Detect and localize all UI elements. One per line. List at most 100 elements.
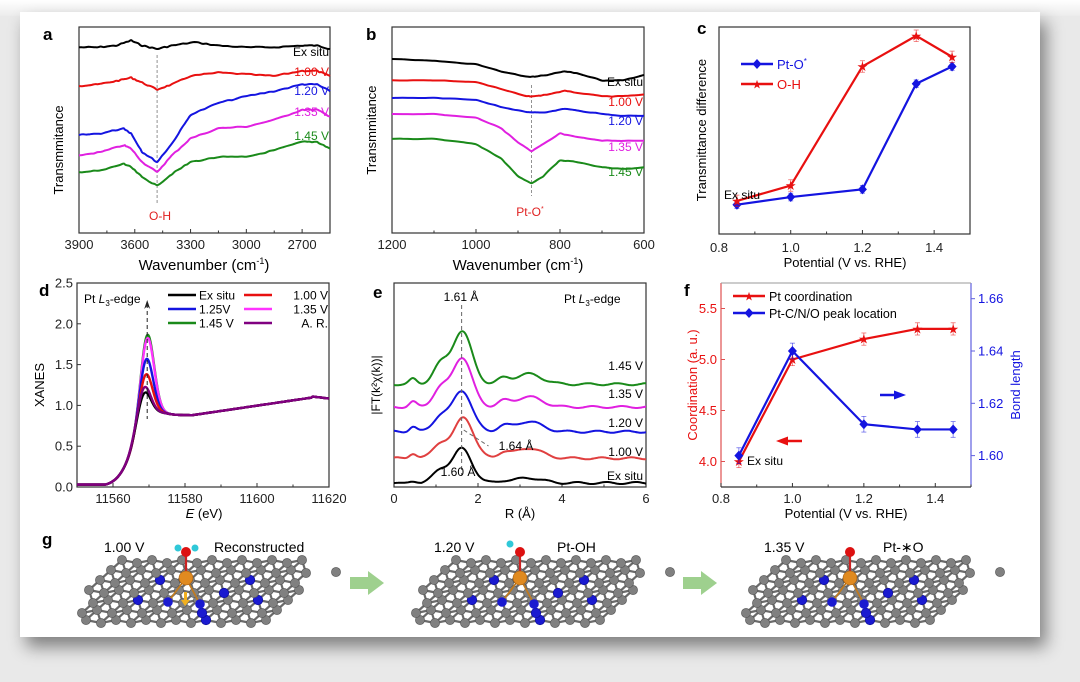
carbon-atom bbox=[811, 555, 821, 565]
series-line-ex-situ bbox=[393, 446, 647, 485]
panel-g-models: 1.00 V Reconstructed 1.20 V Pt-OH 1.35 V… bbox=[77, 539, 1005, 628]
peak-shift-guide bbox=[463, 429, 489, 447]
carbon-atom bbox=[211, 568, 221, 578]
x-tick-label: 1.2 bbox=[855, 491, 873, 506]
carbon-atom bbox=[812, 598, 822, 608]
data-point bbox=[859, 419, 869, 430]
legend: ★ Pt coordination Pt-C/N/O peak location bbox=[733, 290, 897, 321]
carbon-atom bbox=[842, 598, 852, 608]
carbon-atom bbox=[208, 598, 218, 608]
left-y-axis-label: Coordination (a. u.) bbox=[685, 329, 700, 440]
data-point: ★ bbox=[785, 178, 797, 193]
carbon-atom bbox=[512, 598, 522, 608]
carbon-atom bbox=[301, 568, 311, 578]
data-point bbox=[786, 192, 796, 203]
series-line-1.00-v bbox=[391, 79, 645, 98]
carbon-atom bbox=[961, 555, 971, 565]
series-label-1.45v: 1.45 V bbox=[294, 129, 329, 143]
carbon-atom bbox=[297, 555, 307, 565]
carbon-atom bbox=[411, 608, 421, 618]
nitrogen-atom bbox=[529, 599, 539, 609]
data-point bbox=[911, 78, 921, 89]
carbon-atom bbox=[759, 575, 769, 585]
series-line-1-45-v bbox=[76, 333, 330, 486]
transition-arrow-icon bbox=[350, 571, 384, 595]
carbon-atom bbox=[542, 598, 552, 608]
carbon-atom bbox=[162, 558, 172, 568]
x-tick-label: 1.2 bbox=[853, 240, 871, 255]
data-point: ★ bbox=[731, 193, 743, 208]
carbon-atom bbox=[534, 578, 544, 588]
carbon-atom bbox=[96, 618, 106, 628]
carbon-atom bbox=[946, 558, 956, 568]
carbon-atom bbox=[631, 555, 641, 565]
carbon-atom bbox=[107, 608, 117, 618]
x-axis-label: Wavenumber (cm-1) bbox=[139, 256, 270, 274]
y-tick-label: 2.5 bbox=[55, 276, 73, 291]
x-axis-label: Wavenumber (cm-1) bbox=[453, 256, 584, 274]
y-tick-label: 1.5 bbox=[55, 357, 73, 372]
carbon-atom bbox=[850, 618, 860, 628]
carbon-atom bbox=[616, 558, 626, 568]
carbon-atom bbox=[230, 578, 240, 588]
series-line-1.20-v bbox=[391, 96, 645, 117]
x-tick-label: 3900 bbox=[65, 237, 94, 252]
oxygen-atom bbox=[845, 547, 855, 557]
data-point: ★ bbox=[947, 321, 959, 336]
legend-label-coordination: Pt coordination bbox=[769, 290, 852, 304]
x-tick-label: 0.8 bbox=[712, 491, 730, 506]
carbon-atom bbox=[781, 555, 791, 565]
legend: Pt-O* ★ O-H bbox=[741, 57, 807, 92]
x-tick-label: 11560 bbox=[95, 491, 130, 506]
carbon-atom bbox=[760, 618, 770, 628]
carbon-atom bbox=[635, 568, 645, 578]
y-axis-label: XANES bbox=[32, 363, 47, 407]
panel-d-chart: 11560 11580 11600 11620 0.0 0.5 1.0 1.5 2.0 2.5 X… bbox=[32, 276, 347, 522]
legend-label: 1.35 V bbox=[293, 303, 328, 317]
carbon-atom bbox=[932, 598, 942, 608]
data-point: ★ bbox=[912, 321, 924, 336]
legend: Ex situ 1.00 V 1.25V 1.35 V 1.45 V A. R. bbox=[168, 289, 328, 331]
carbon-atom bbox=[88, 598, 98, 608]
carbon-atom bbox=[826, 558, 836, 568]
carbon-atom bbox=[147, 555, 157, 565]
carbon-atom bbox=[496, 558, 506, 568]
x-tick-label: 1.0 bbox=[783, 491, 801, 506]
series-label-ex-situ: Ex situ bbox=[607, 75, 643, 89]
legend-label: 1.45 V bbox=[199, 317, 234, 331]
series-label-ex-situ: Ex situ bbox=[607, 469, 643, 483]
carbon-atom bbox=[913, 588, 923, 598]
right-y-tick-label: 1.64 bbox=[978, 344, 1003, 359]
hydrogen-atom bbox=[506, 540, 514, 548]
carbon-atom bbox=[440, 565, 450, 575]
legend-label-peak-location: Pt-C/N/O peak location bbox=[769, 307, 897, 321]
carbon-atom bbox=[613, 588, 623, 598]
g-state-label-1: Reconstructed bbox=[214, 539, 304, 555]
carbon-atom bbox=[148, 598, 158, 608]
carbon-atom bbox=[790, 618, 800, 628]
series-line-1.20-v bbox=[78, 82, 331, 164]
panel-c-chart: 0.8 1.0 1.2 1.4 ★ ★ ★ ★ ★ Transmittance differe… bbox=[694, 26, 971, 270]
left-axis-arrow-icon bbox=[776, 436, 802, 446]
x-tick-label: 3300 bbox=[176, 237, 205, 252]
oxygen-atom bbox=[515, 547, 525, 557]
carbon-atom bbox=[526, 558, 536, 568]
series-line-1-45-v bbox=[393, 330, 647, 387]
x-tick-label: 11600 bbox=[239, 491, 274, 506]
series-label-1.00v: 1.00 V bbox=[608, 95, 643, 109]
carbon-atom bbox=[490, 618, 500, 628]
nitrogen-atom bbox=[530, 607, 542, 619]
g-potential-1: 1.00 V bbox=[104, 539, 145, 555]
x-tick-label: 4 bbox=[558, 491, 565, 506]
x-tick-label: 3000 bbox=[232, 237, 261, 252]
carbon-atom bbox=[237, 555, 247, 565]
legend-label: A. R. bbox=[301, 317, 328, 331]
carbon-atom bbox=[815, 568, 825, 578]
carbon-atom bbox=[774, 578, 784, 588]
right-axis-arrow-icon bbox=[880, 390, 906, 400]
carbon-atom bbox=[624, 578, 634, 588]
x-tick-label: 600 bbox=[633, 237, 655, 252]
carbon-atom bbox=[106, 565, 116, 575]
carbon-atom bbox=[485, 568, 495, 578]
